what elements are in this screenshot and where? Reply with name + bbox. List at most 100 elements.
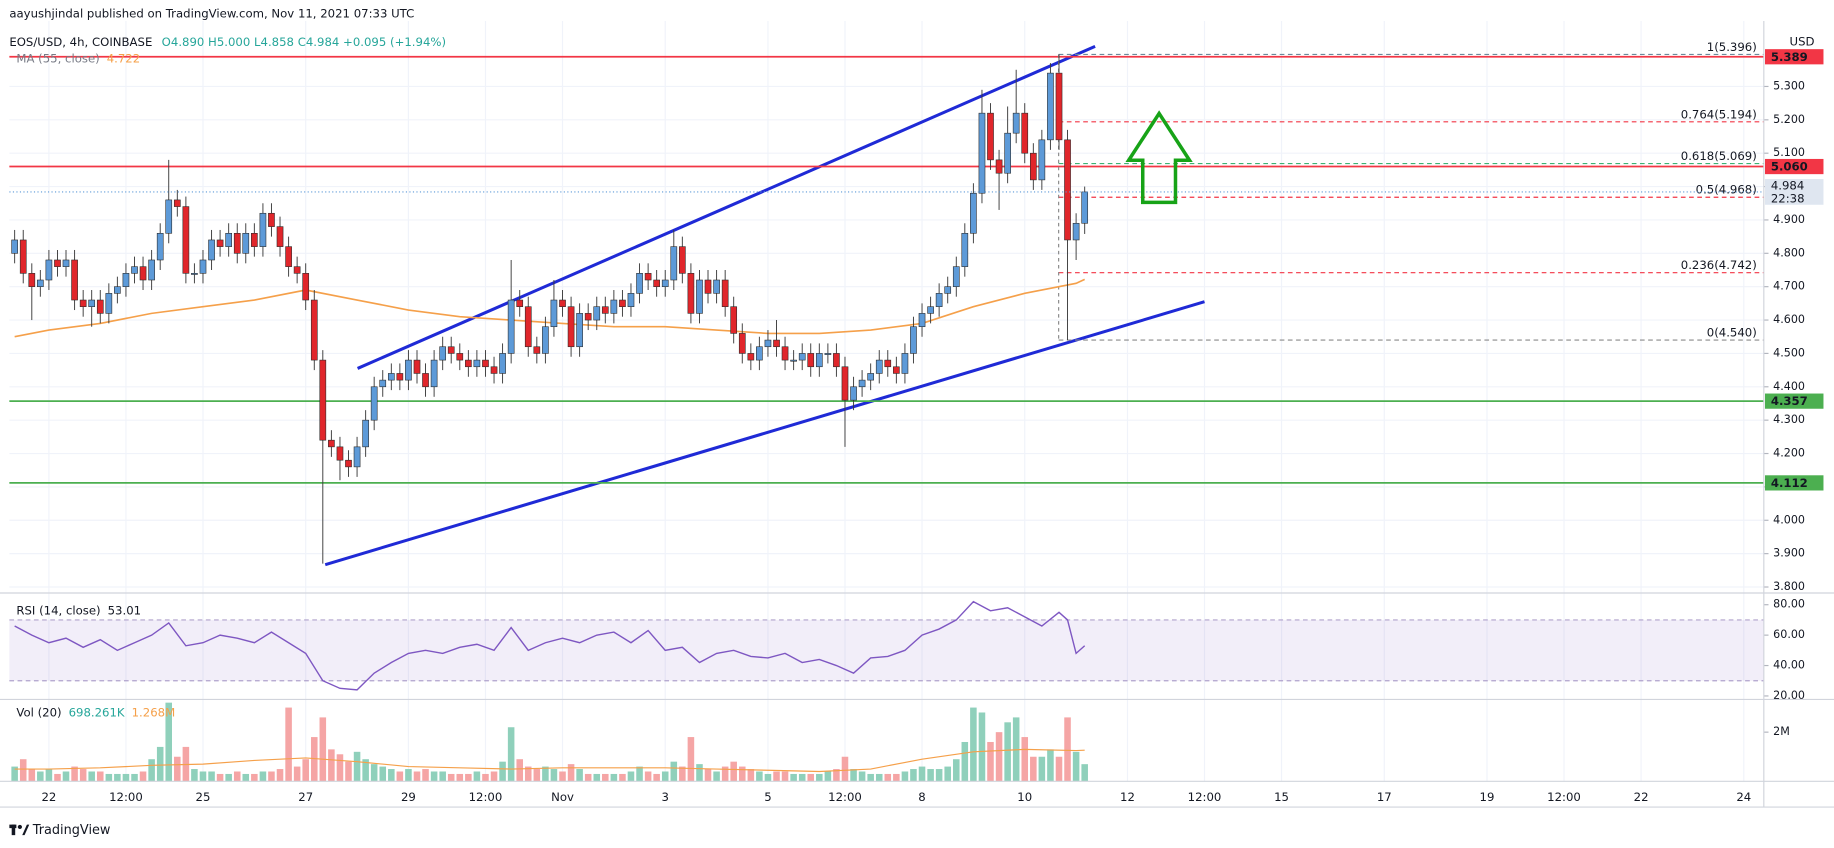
volume-bar xyxy=(961,741,969,782)
volume-bar xyxy=(165,702,173,782)
volume-bar xyxy=(593,773,601,782)
logo-part xyxy=(22,824,30,836)
candle-body xyxy=(781,346,789,361)
volume-bar xyxy=(987,741,994,782)
volume-bar xyxy=(122,773,130,782)
x-tick-label: 3 xyxy=(662,790,669,804)
logo-part xyxy=(17,824,22,830)
moving-average xyxy=(14,278,1086,338)
volume-bar xyxy=(465,773,472,782)
x-tick-label: 12:00 xyxy=(469,790,503,804)
candle-body xyxy=(824,353,832,355)
volume-bar xyxy=(216,773,224,782)
candle-body xyxy=(567,306,575,348)
published-note: aayushjindal published on TradingView.co… xyxy=(9,7,414,21)
volume-bar xyxy=(619,773,626,782)
volume-bar xyxy=(413,771,421,782)
x-tick-label: 12:00 xyxy=(828,790,862,804)
candle-body xyxy=(336,446,344,461)
volume-bar xyxy=(875,773,883,782)
volume-bar xyxy=(139,771,147,782)
candle-body xyxy=(276,226,284,247)
volume-bar xyxy=(1004,722,1011,782)
volume-bar xyxy=(524,766,532,782)
candle-body xyxy=(978,112,986,194)
candle-body xyxy=(918,313,926,328)
volume-bar xyxy=(328,749,335,782)
candle-body xyxy=(345,459,352,468)
volume-bar xyxy=(935,769,943,782)
candle-body xyxy=(1021,112,1029,154)
level-label: 4.112 xyxy=(1771,476,1808,490)
volume-bar xyxy=(773,771,780,782)
volume-bar xyxy=(687,737,695,782)
x-tick-label: 12:00 xyxy=(1547,790,1581,804)
volume-bar xyxy=(276,769,284,782)
candle-body xyxy=(721,279,729,307)
volume-bar xyxy=(233,771,241,782)
volume-bar xyxy=(79,769,87,782)
volume-bar xyxy=(610,773,618,782)
y-tick-label: 3.900 xyxy=(1773,547,1805,560)
candle-body xyxy=(884,359,892,368)
volume-bar xyxy=(156,746,164,782)
candle-body xyxy=(678,246,686,274)
candle-body xyxy=(405,359,412,381)
fib-label: 1(5.396) xyxy=(1707,40,1757,54)
y-tick-label: 4.500 xyxy=(1773,346,1805,359)
candle-body xyxy=(105,293,113,314)
volume-bar xyxy=(293,766,301,782)
candle-body xyxy=(533,346,541,354)
volume-bar xyxy=(302,759,309,782)
candle-body xyxy=(1055,72,1063,141)
x-tick-label: 12:00 xyxy=(1188,790,1222,804)
footer-brand: TradingView xyxy=(32,823,111,838)
candle-body xyxy=(447,346,455,354)
volume-bar xyxy=(542,766,549,782)
level-flag xyxy=(1764,49,1824,65)
candle-body xyxy=(850,386,857,401)
volume-bar xyxy=(131,773,138,782)
vol-value: 698.261K xyxy=(69,705,125,719)
candle-body xyxy=(1064,139,1071,241)
candle-body xyxy=(199,259,207,274)
candle-body xyxy=(550,299,558,328)
y-tick-label: 2M xyxy=(1773,725,1790,738)
volume-bar xyxy=(225,773,232,782)
axis-unit: USD xyxy=(1790,35,1815,49)
candle-body xyxy=(516,299,524,307)
x-tick-label: 27 xyxy=(298,790,313,804)
volume-bar xyxy=(927,769,934,782)
candle-body xyxy=(156,232,164,261)
candle-body xyxy=(173,199,181,207)
candle-body xyxy=(293,266,301,274)
x-tick-label: 8 xyxy=(918,790,925,804)
volume-bar xyxy=(1021,737,1029,782)
fib-label: 0.5(4.968) xyxy=(1696,183,1757,197)
candle-body xyxy=(499,353,506,374)
candle-body xyxy=(696,279,703,314)
candle-body xyxy=(131,266,138,274)
volume-bar xyxy=(559,771,566,782)
volume-bar xyxy=(627,771,635,782)
y-tick-label: 4.900 xyxy=(1773,213,1805,226)
candle-body xyxy=(1012,112,1020,134)
rsi-value: 53.01 xyxy=(108,603,141,617)
candle-body xyxy=(88,299,96,307)
volume-bar xyxy=(1038,756,1046,782)
volume-bar xyxy=(259,771,267,782)
volume-bar xyxy=(456,773,464,782)
volume-ma xyxy=(14,748,1085,773)
candle-body xyxy=(507,299,515,354)
candle-body xyxy=(542,326,549,354)
volume-bar xyxy=(96,771,104,782)
level-label: 5.060 xyxy=(1771,160,1808,174)
volume-bar xyxy=(953,759,960,782)
volume-bar xyxy=(11,766,18,782)
candle-body xyxy=(576,313,583,348)
ma-value: 4.722 xyxy=(107,51,140,65)
level-flag xyxy=(1764,158,1824,175)
volume-bar xyxy=(28,769,36,782)
